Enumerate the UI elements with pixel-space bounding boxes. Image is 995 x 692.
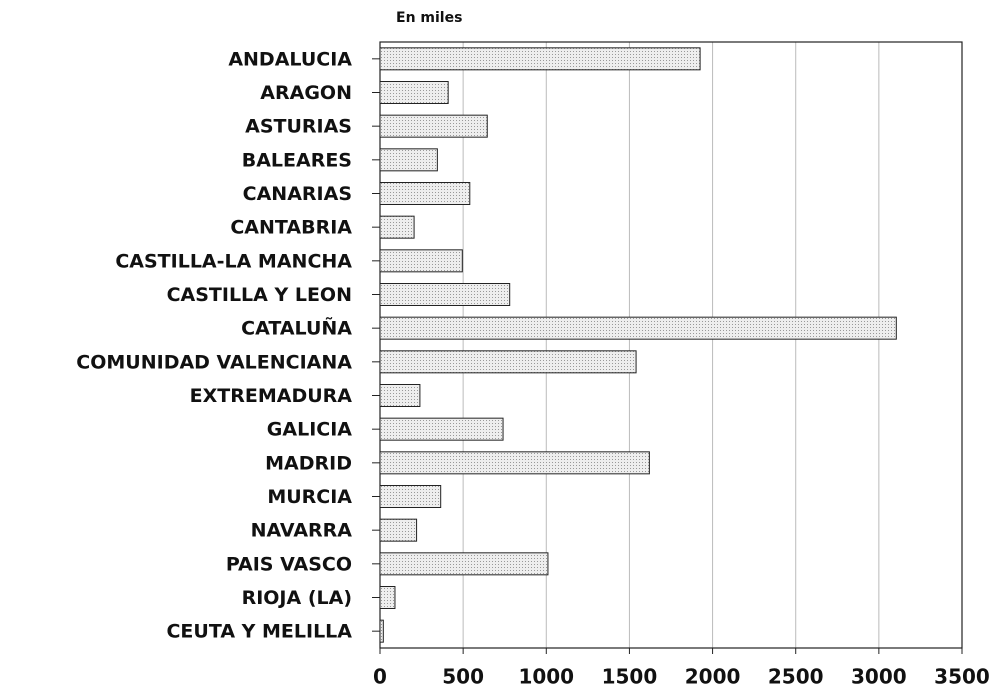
y-tick-label: RIOJA (LA) <box>242 587 352 609</box>
y-tick-label: MADRID <box>265 452 352 474</box>
y-tick-label: CANTABRIA <box>230 217 352 239</box>
y-tick-label: BALEARES <box>242 149 352 171</box>
y-tick-label: CATALUÑA <box>241 316 352 340</box>
bar <box>379 47 701 71</box>
x-tick-label: 0 <box>373 665 387 689</box>
y-tick-label: CASTILLA Y LEON <box>167 284 352 306</box>
y-tick-label: COMUNIDAD VALENCIANA <box>76 351 352 373</box>
bar <box>379 148 438 172</box>
bar <box>379 350 637 374</box>
bar <box>379 619 384 643</box>
y-tick-label: CEUTA Y MELILLA <box>166 621 352 643</box>
bar <box>379 249 463 273</box>
y-tick-label: GALICIA <box>267 419 352 441</box>
x-tick-label: 2500 <box>768 665 824 689</box>
y-tick-label: CASTILLA-LA MANCHA <box>115 250 352 272</box>
y-tick-label: CANARIAS <box>243 183 352 205</box>
x-tick-label: 3000 <box>851 665 907 689</box>
y-tick-label: ANDALUCIA <box>228 48 352 70</box>
bar <box>379 316 897 340</box>
bar <box>379 182 471 205</box>
bar <box>379 451 650 475</box>
bar <box>379 485 442 508</box>
chart-subtitle: En miles <box>396 10 462 26</box>
plot-frame <box>379 41 963 649</box>
x-tick-label: 3500 <box>934 665 990 689</box>
bar <box>379 283 511 306</box>
bar <box>379 81 449 104</box>
x-tick-label: 500 <box>442 665 484 689</box>
x-tick-label: 1500 <box>602 665 658 689</box>
y-tick-label: ASTURIAS <box>245 116 352 138</box>
bar <box>379 215 415 239</box>
y-tick-label: ARAGON <box>260 82 352 104</box>
bar <box>379 417 504 441</box>
bar <box>379 384 421 407</box>
y-tick-label: NAVARRA <box>251 520 353 542</box>
y-tick-label: MURCIA <box>267 486 352 508</box>
bar <box>379 586 396 609</box>
bar <box>379 114 488 138</box>
y-tick-label: EXTREMADURA <box>190 385 353 407</box>
bar <box>379 518 418 542</box>
x-tick-label: 2000 <box>685 665 741 689</box>
bar <box>379 552 549 576</box>
x-tick-label: 1000 <box>518 665 574 689</box>
y-tick-label: PAIS VASCO <box>226 553 352 575</box>
